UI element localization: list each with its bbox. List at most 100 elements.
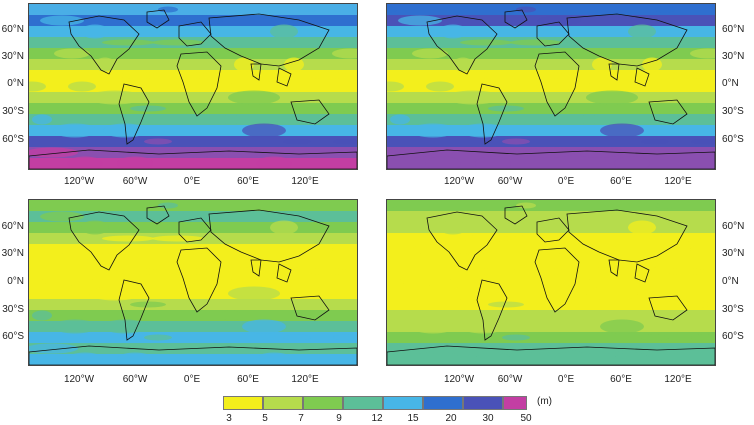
contour-patch	[29, 277, 46, 288]
coastline	[176, 247, 222, 313]
contour-patch	[426, 277, 454, 288]
contour-patch	[425, 156, 461, 169]
contour-band	[387, 255, 715, 267]
contour-band	[29, 114, 357, 126]
contour-patch	[447, 90, 499, 105]
lat-label-30n: 30°N	[1, 51, 24, 62]
contour-patch	[32, 310, 52, 321]
contour-patch	[256, 156, 292, 169]
coastline	[250, 259, 262, 277]
legend-tick-12: 12	[371, 413, 383, 424]
contour-patch	[81, 24, 109, 39]
contour-patch	[297, 6, 317, 13]
contour-patch	[524, 268, 568, 275]
contour-patch	[628, 220, 656, 235]
contour-band	[29, 332, 357, 344]
contour-patch	[655, 6, 675, 13]
contour-patch	[207, 277, 235, 288]
contour-band	[387, 222, 715, 234]
contour-patch	[283, 334, 311, 341]
contour-patch	[642, 57, 662, 72]
contour-band	[29, 255, 357, 267]
contour-patch	[565, 81, 593, 92]
coastline	[68, 15, 140, 75]
contour-patch	[641, 334, 669, 341]
contour-patch	[221, 310, 241, 321]
lon-label-0e: 0°E	[183, 374, 201, 385]
contour-band	[29, 59, 357, 71]
contour-patch	[387, 6, 397, 13]
contour-patch	[516, 202, 536, 209]
contour-patch	[130, 301, 166, 308]
contour-patch	[215, 147, 267, 158]
contour-patch	[256, 352, 292, 365]
contour-patch	[425, 352, 461, 365]
contour-band	[29, 200, 357, 212]
lat-label-60s: 60°S	[722, 134, 744, 145]
contour-patch	[228, 90, 280, 105]
contour-patch	[53, 123, 97, 138]
contour-patch	[642, 253, 662, 268]
lat-label-0n: 0°N	[722, 78, 739, 89]
contour-patch	[655, 202, 675, 209]
contour-patch	[193, 48, 229, 59]
legend-swatch-8	[503, 396, 527, 410]
lon-label-120e: 120°E	[291, 374, 319, 385]
coastline	[118, 83, 150, 145]
coastline	[634, 263, 650, 283]
contour-patch	[117, 156, 153, 169]
contour-patch	[502, 334, 530, 341]
legend-unit: (m)	[537, 396, 552, 407]
contour-patch	[270, 220, 298, 235]
contour-band	[29, 81, 357, 93]
lon-label-120e: 120°E	[664, 374, 692, 385]
lon-label-60e: 60°E	[237, 176, 259, 187]
lat-label-0n: 0°N	[7, 276, 24, 287]
legend-tick-9: 9	[336, 413, 342, 424]
lon-label-0e: 0°E	[183, 176, 201, 187]
contour-patch	[319, 301, 355, 308]
contour-patch	[68, 81, 96, 92]
contour-patch	[592, 253, 612, 268]
lon-label-60w: 60°W	[497, 176, 523, 187]
coastline	[276, 263, 292, 283]
contour-patch	[332, 244, 357, 255]
coastline	[29, 149, 357, 169]
contour-band	[387, 136, 715, 148]
coastline	[426, 15, 498, 75]
lat-label-30n: 30°N	[1, 248, 24, 259]
lat-label-60s: 60°S	[722, 331, 744, 342]
contour-patch	[53, 319, 97, 334]
contour-band	[387, 59, 715, 71]
contour-patch	[663, 268, 707, 275]
contour-patch	[152, 235, 204, 242]
contour-band	[29, 222, 357, 234]
lat-label-60n: 60°N	[1, 24, 24, 35]
contour-band	[29, 158, 357, 169]
coastline	[208, 13, 330, 67]
legend-tick-50: 50	[520, 413, 532, 424]
lat-label-60s: 60°S	[2, 331, 24, 342]
contour-patch	[102, 39, 154, 46]
lon-label-120w: 120°W	[443, 374, 475, 385]
contour-patch	[488, 105, 524, 112]
contour-patch	[426, 81, 454, 92]
contour-patch	[284, 253, 304, 268]
contour-band	[387, 244, 715, 256]
contour-band	[29, 125, 357, 137]
contour-band	[387, 158, 715, 169]
map-panel-bottom-left	[28, 199, 358, 366]
contour-patch	[579, 310, 599, 321]
lon-label-120w: 120°W	[443, 176, 475, 187]
contour-patch	[453, 253, 473, 268]
contour-band	[387, 48, 715, 60]
contour-band	[29, 26, 357, 38]
contour-patch	[54, 48, 90, 59]
contour-patch	[691, 334, 715, 341]
contour-patch	[152, 39, 204, 46]
contour-patch	[67, 156, 103, 169]
contour-band	[29, 288, 357, 300]
contour-patch	[284, 57, 304, 72]
contour-patch	[510, 39, 562, 46]
legend-tick-20: 20	[445, 413, 457, 424]
